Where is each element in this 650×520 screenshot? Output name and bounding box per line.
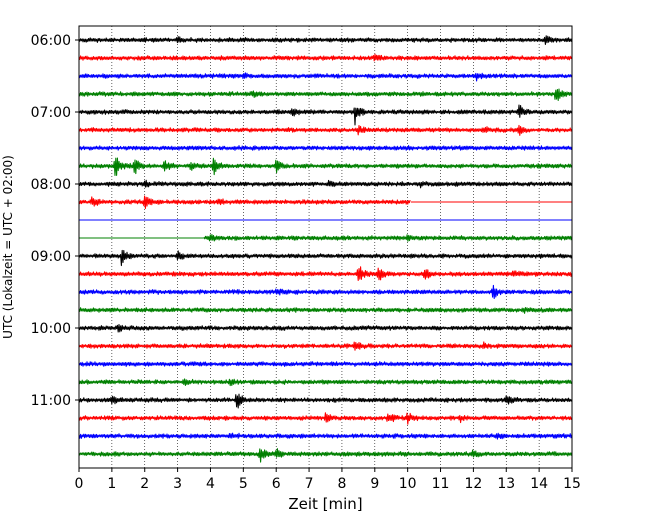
trace-waveform — [78, 448, 573, 463]
x-tick-label: 2 — [140, 476, 149, 492]
trace-waveform — [78, 412, 573, 425]
axes-frame — [78, 25, 573, 469]
x-tick-label: 12 — [464, 476, 482, 492]
trace-row — [78, 341, 573, 351]
trace-waveform — [78, 323, 573, 333]
trace-waveform — [78, 124, 573, 136]
x-tick-label: 7 — [305, 476, 314, 492]
trace-layer — [78, 35, 573, 463]
x-tick-label: 1 — [107, 476, 116, 492]
trace-row — [79, 234, 573, 242]
trace-waveform — [78, 393, 573, 409]
trace-row — [78, 124, 573, 136]
x-tick-label: 13 — [497, 476, 515, 492]
x-tick-label: 15 — [563, 476, 581, 492]
trace-waveform — [78, 157, 573, 177]
trace-waveform — [78, 266, 573, 282]
trace-row — [78, 35, 573, 45]
trace-row — [78, 53, 573, 62]
trace-row — [78, 104, 573, 126]
x-tick-label: 11 — [432, 476, 450, 492]
trace-waveform — [78, 35, 573, 45]
tick-layer: 0 1 2 3 4 5 6 7 8 9 10 11 12 13 14 1506:0007:0008:0009:… — [31, 33, 581, 492]
x-tick-label: 5 — [239, 476, 248, 492]
trace-row — [78, 249, 573, 267]
trace-waveform — [78, 378, 573, 387]
trace-row — [78, 88, 573, 101]
trace-row — [78, 72, 573, 82]
trace-row — [78, 448, 573, 463]
trace-waveform — [78, 361, 573, 367]
x-tick-label: 0 — [75, 476, 84, 492]
trace-row — [78, 195, 572, 210]
trace-waveform — [78, 195, 411, 210]
x-axis-label: Zeit [min] — [288, 495, 362, 513]
y-tick-label: 09:00 — [31, 249, 71, 265]
trace-waveform — [78, 341, 573, 351]
trace-waveform — [78, 179, 573, 189]
trace-waveform — [78, 249, 573, 267]
trace-waveform — [78, 72, 573, 82]
trace-row — [78, 157, 573, 177]
y-tick-label: 08:00 — [31, 177, 71, 193]
trace-row — [78, 145, 573, 151]
x-tick-label: 3 — [173, 476, 182, 492]
y-tick-label: 10:00 — [31, 321, 71, 337]
x-tick-label: 10 — [399, 476, 417, 492]
x-tick-label: 4 — [206, 476, 215, 492]
trace-waveform — [78, 307, 573, 314]
trace-waveform — [78, 88, 573, 101]
trace-row — [78, 307, 573, 314]
trace-waveform — [203, 234, 573, 242]
x-tick-label: 6 — [272, 476, 281, 492]
x-tick-label: 8 — [337, 476, 346, 492]
x-tick-label: 9 — [370, 476, 379, 492]
trace-row — [78, 323, 573, 333]
trace-row — [78, 393, 573, 409]
trace-waveform — [78, 104, 573, 126]
trace-waveform — [78, 145, 573, 151]
y-tick-label: 07:00 — [31, 105, 71, 121]
y-tick-label: 11:00 — [31, 393, 71, 409]
trace-waveform — [78, 284, 573, 299]
trace-row — [78, 361, 573, 367]
trace-waveform — [78, 432, 573, 440]
trace-waveform — [78, 53, 573, 62]
trace-row — [78, 284, 573, 299]
y-tick-label: 06:00 — [31, 33, 71, 49]
x-tick-label: 14 — [530, 476, 548, 492]
trace-row — [78, 378, 573, 387]
y-axis-label: UTC (Lokalzeit = UTC + 02:00) — [1, 155, 15, 339]
trace-row — [78, 179, 573, 189]
trace-row — [78, 412, 573, 425]
trace-row — [78, 266, 573, 282]
trace-row — [78, 432, 573, 440]
